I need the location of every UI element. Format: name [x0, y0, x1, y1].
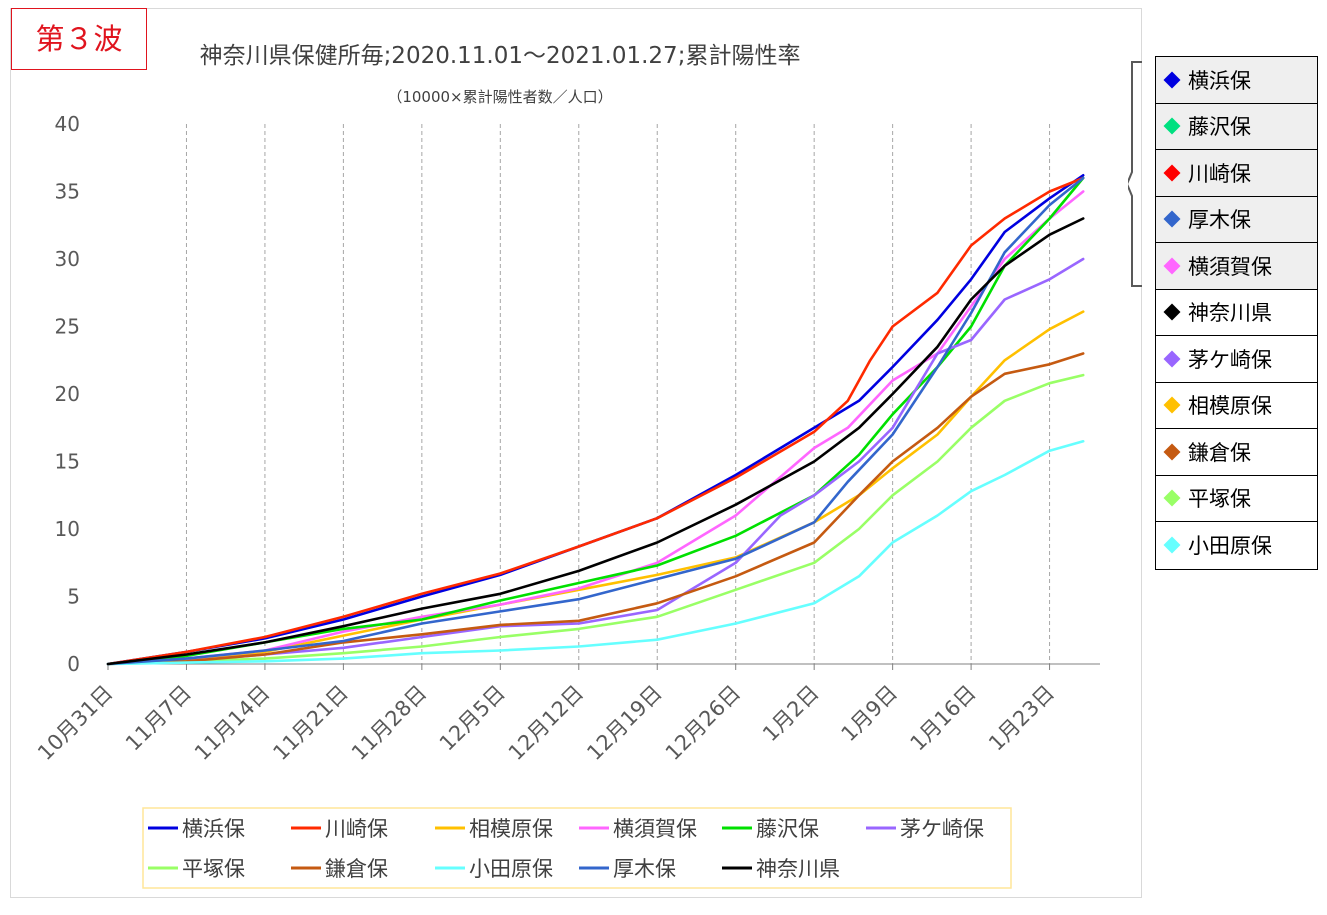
- chart-title: 神奈川県保健所毎;2020.11.01〜2021.01.27;累計陽性率: [200, 43, 801, 69]
- legend-label: 神奈川県: [756, 857, 840, 881]
- diamond-icon: [1163, 350, 1181, 368]
- legend-label: 川崎保: [325, 817, 388, 841]
- diamond-icon: [1163, 303, 1181, 321]
- wave-label: 第３波: [11, 8, 147, 70]
- side-legend-label: 藤沢保: [1188, 115, 1251, 140]
- side-legend-item: 横浜保: [1156, 57, 1317, 104]
- side-legend: 横浜保藤沢保川崎保厚木保横須賀保神奈川県茅ケ崎保相模原保鎌倉保平塚保小田原保: [1155, 56, 1318, 570]
- diamond-icon: [1163, 164, 1181, 182]
- series-lines: [106, 174, 1085, 666]
- side-legend-item: 茅ケ崎保: [1156, 336, 1317, 383]
- y-axis: 0 5 10 15 20 25 30 35 40: [55, 112, 80, 676]
- series-line-5: [106, 176, 1085, 666]
- side-legend-item: 小田原保: [1156, 522, 1317, 569]
- x-tick-label: 12月12日: [504, 681, 588, 765]
- side-legend-item: 藤沢保: [1156, 103, 1317, 150]
- legend-label: 藤沢保: [756, 817, 819, 841]
- y-tick-label: 25: [55, 315, 80, 339]
- series-line-11: [106, 217, 1085, 666]
- series-line-2: [106, 176, 1085, 666]
- bracket-icon: [1128, 61, 1142, 287]
- chart-subtitle: （10000×累計陽性者数／人口）: [387, 88, 612, 106]
- legend-label: 厚木保: [613, 857, 676, 881]
- legend-label: 鎌倉保: [325, 857, 388, 881]
- chart-frame: [10, 8, 1142, 898]
- diamond-icon: [1163, 396, 1181, 414]
- legend-label: 相模原保: [469, 817, 553, 841]
- series-line-8: [106, 352, 1085, 666]
- series-line-10: [106, 176, 1085, 666]
- x-tick-label: 12月5日: [435, 681, 510, 756]
- y-tick-label: 40: [55, 112, 80, 136]
- side-legend-item: 厚木保: [1156, 196, 1317, 243]
- x-tick-label: 12月26日: [661, 681, 745, 765]
- x-tick-label: 1月23日: [984, 681, 1059, 756]
- side-legend-item: 神奈川県: [1156, 290, 1317, 336]
- series-line-9: [106, 439, 1085, 666]
- legend-label: 横須賀保: [613, 817, 697, 841]
- x-tick-label: 12月19日: [582, 681, 666, 765]
- diamond-icon: [1163, 489, 1181, 507]
- y-tick-label: 0: [67, 652, 80, 676]
- side-legend-label: 川崎保: [1188, 161, 1251, 186]
- side-legend-item: 平塚保: [1156, 476, 1317, 522]
- x-tick-label: 10月31日: [33, 681, 117, 765]
- x-tick-label: 1月16日: [906, 681, 981, 756]
- x-tick-label: 1月2日: [758, 681, 824, 747]
- side-legend-label: 厚木保: [1188, 208, 1251, 233]
- legend-label: 横浜保: [182, 817, 245, 841]
- x-tick-label: 1月9日: [837, 681, 903, 747]
- series-line-3: [106, 310, 1085, 666]
- diamond-icon: [1163, 71, 1181, 89]
- diamond-icon: [1163, 117, 1181, 135]
- x-tick-label: 11月7日: [121, 681, 196, 756]
- legend-label: 平塚保: [182, 857, 245, 881]
- series-line-6: [106, 257, 1085, 666]
- side-legend-label: 横浜保: [1188, 68, 1251, 93]
- x-tick-label: 11月21日: [268, 681, 352, 765]
- y-tick-label: 35: [55, 180, 80, 204]
- side-legend-label: 鎌倉保: [1188, 440, 1251, 465]
- line-chart: 神奈川県保健所毎;2020.11.01〜2021.01.27;累計陽性率 （10…: [33, 43, 1100, 889]
- diamond-icon: [1163, 443, 1181, 461]
- diamond-icon: [1163, 257, 1181, 275]
- side-legend-label: 茅ケ崎保: [1188, 347, 1272, 372]
- y-tick-label: 20: [55, 382, 80, 406]
- side-legend-label: 平塚保: [1188, 487, 1251, 512]
- series-line-1: [106, 174, 1085, 666]
- side-legend-item: 横須賀保: [1156, 243, 1317, 290]
- diamond-icon: [1163, 536, 1181, 554]
- y-tick-label: 30: [55, 247, 80, 271]
- side-legend-label: 相模原保: [1188, 394, 1272, 419]
- y-tick-label: 15: [55, 450, 80, 474]
- y-tick-label: 5: [67, 585, 80, 609]
- diamond-icon: [1163, 210, 1181, 228]
- legend-label: 小田原保: [469, 857, 553, 881]
- x-tick-label: 11月14日: [190, 681, 274, 765]
- legend-label: 茅ケ崎保: [900, 817, 984, 841]
- side-legend-item: 川崎保: [1156, 150, 1317, 197]
- side-legend-label: 小田原保: [1188, 534, 1272, 559]
- side-legend-label: 神奈川県: [1188, 301, 1272, 326]
- x-tick-label: 11月28日: [347, 681, 431, 765]
- bottom-legend-box: [142, 807, 1012, 889]
- series-line-7: [106, 373, 1085, 666]
- side-legend-item: 相模原保: [1156, 383, 1317, 429]
- y-tick-label: 10: [55, 517, 80, 541]
- side-legend-item: 鎌倉保: [1156, 429, 1317, 476]
- side-legend-label: 横須賀保: [1188, 254, 1272, 279]
